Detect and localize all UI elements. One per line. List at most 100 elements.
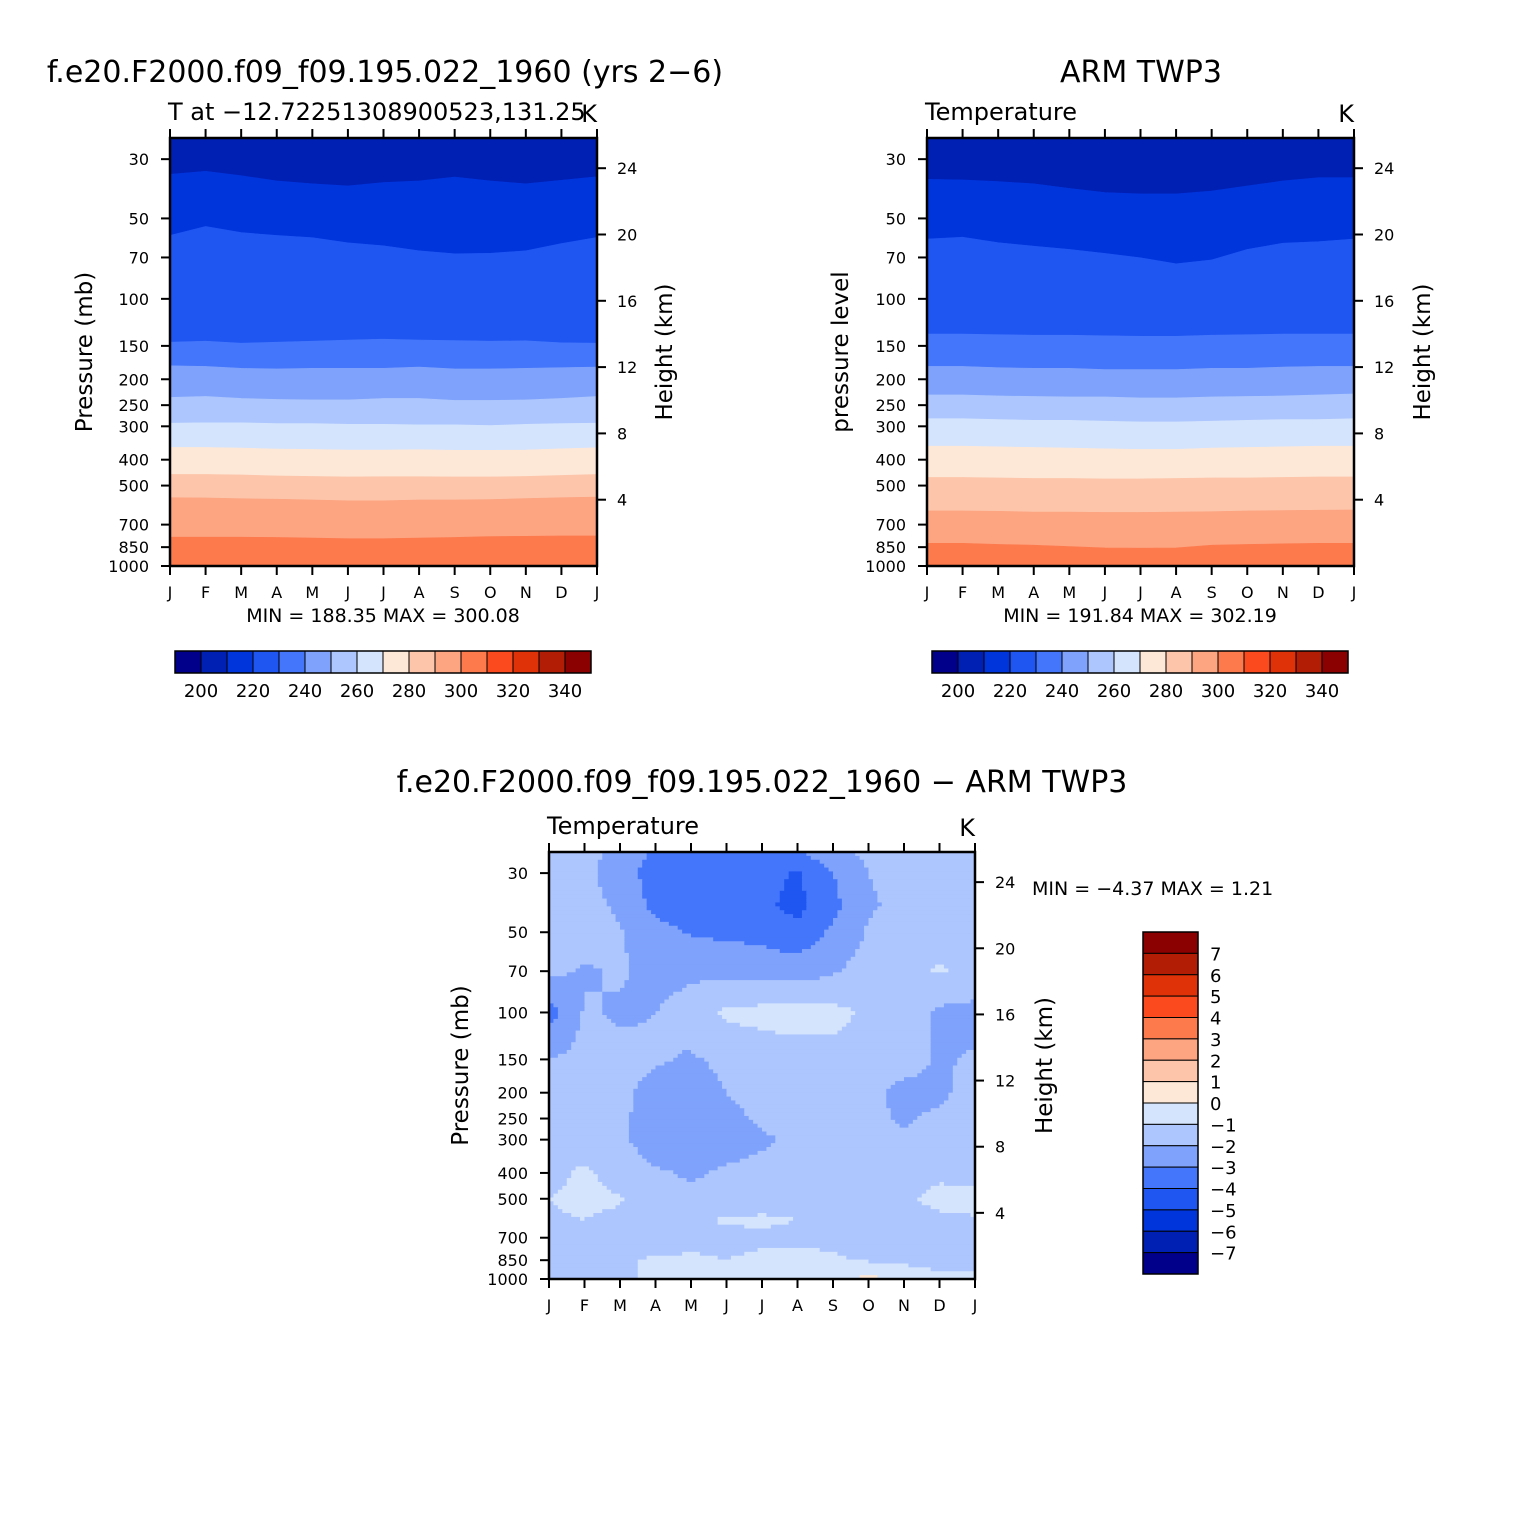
colorbar-label: −7 [1210, 1244, 1237, 1265]
contour-cell [597, 863, 643, 869]
contour-cell [833, 921, 870, 927]
contour-cell [549, 1018, 555, 1024]
x-tick-label: J [924, 583, 930, 602]
contour-cell [602, 1181, 941, 1187]
contour-cell [921, 1193, 975, 1199]
contour-band [927, 509, 1354, 549]
x-tick-label: S [450, 583, 460, 602]
y-right-tick-label: 24 [995, 873, 1015, 892]
contour-cell [549, 960, 630, 966]
contour-cell [659, 1003, 759, 1008]
contour-cell [877, 894, 975, 900]
colorbar-label: 200 [941, 681, 975, 702]
contour-cell [930, 1205, 975, 1210]
contour-cell [549, 1135, 630, 1140]
contour-cell [677, 1174, 705, 1179]
contour-cell [833, 871, 870, 876]
colorbar-label: 280 [1149, 681, 1183, 702]
contour-cell [549, 1240, 975, 1245]
contour-cell [637, 1084, 723, 1090]
colorbar-label: −1 [1210, 1115, 1237, 1136]
contour-band [927, 393, 1354, 423]
y-right-axis-label: Height (km) [652, 283, 678, 420]
contour-cell [602, 987, 621, 993]
contour-cell [806, 852, 856, 857]
contour-cell [549, 1092, 634, 1098]
contour-cell [801, 871, 834, 876]
colorbar-label: 2 [1210, 1051, 1221, 1072]
contour-cell [855, 952, 975, 958]
colorbar-box [1295, 650, 1323, 674]
colorbar-label: 5 [1210, 987, 1221, 1008]
contour-cell [943, 1100, 975, 1105]
contour-cell [615, 914, 657, 919]
colorbar-box [304, 650, 332, 674]
x-tick-label: A [414, 583, 425, 602]
contour-cell [602, 980, 626, 985]
contour-cell [872, 886, 975, 892]
contour-cell [846, 1022, 932, 1028]
contour-cell [549, 1127, 630, 1133]
panel-difference: J F M A M J J A S O N D J305070100150200250300400500… [397, 765, 1274, 1315]
contour-cell [793, 1216, 975, 1222]
colorbar-box [931, 650, 959, 674]
contour-cell [606, 902, 648, 907]
contour-cell [637, 1150, 759, 1156]
contour-cell [633, 1143, 772, 1148]
contour-cell [642, 859, 821, 865]
contour-cell [810, 945, 861, 950]
contour-cell [549, 1181, 568, 1187]
contour-cell [602, 1011, 657, 1016]
colorbar-label: 280 [392, 681, 426, 702]
colorbar-box [1142, 931, 1199, 954]
contour-cell [646, 1255, 719, 1261]
contour-cell [846, 960, 975, 966]
contour-cell [628, 960, 847, 966]
contour-cell [930, 1185, 975, 1191]
contour-cell [637, 871, 790, 876]
contour-cell [788, 1220, 975, 1226]
contour-cell [801, 886, 839, 892]
contour-cell [557, 1011, 581, 1016]
contour-cell [770, 1224, 975, 1230]
contour-cell [686, 1178, 697, 1183]
contour-cell [717, 1220, 790, 1226]
x-tick-label: J [546, 1296, 552, 1315]
colorbar-label: 340 [1305, 681, 1339, 702]
y-right-tick-label: 24 [617, 159, 637, 178]
contour-cell [930, 1011, 975, 1016]
contour-cell [549, 941, 626, 946]
contour-cell [886, 1092, 949, 1098]
contour-cell [917, 1073, 954, 1078]
colorbar-box [1142, 1059, 1199, 1083]
contour-cell [602, 855, 648, 861]
contour-cell [557, 1189, 612, 1195]
contour-cell [624, 980, 701, 985]
contour-cell [717, 1077, 905, 1082]
colorbar-box [1142, 1081, 1199, 1104]
contour-cell [549, 1119, 630, 1125]
panel-subtitle: Temperature [546, 812, 699, 840]
contour-cell [637, 1271, 975, 1276]
contour-cell [713, 1069, 923, 1074]
y-tick-label: 100 [497, 1003, 528, 1022]
contour-cell [549, 1213, 572, 1218]
contour-cell [549, 1255, 648, 1261]
contour-cell [659, 917, 834, 923]
contour-cell [850, 1007, 936, 1012]
colorbar-box [957, 650, 985, 674]
x-tick-label: A [1171, 583, 1182, 602]
panel-title: f.e20.F2000.f09_f09.195.022_1960 − ARM T… [397, 765, 1128, 800]
contour-cell [659, 1007, 723, 1012]
contour-cell [549, 1034, 577, 1039]
contour-cell [580, 1216, 586, 1222]
colorbar-box [434, 650, 462, 674]
contour-cell [633, 1108, 745, 1113]
contour-cell [775, 1139, 975, 1144]
y-tick-label: 100 [118, 290, 149, 309]
contour-cell [584, 1216, 719, 1222]
contour-cell [549, 1143, 634, 1148]
contour-cell [952, 1081, 975, 1086]
colorbar-box [174, 650, 202, 674]
contour-cell [664, 999, 972, 1004]
